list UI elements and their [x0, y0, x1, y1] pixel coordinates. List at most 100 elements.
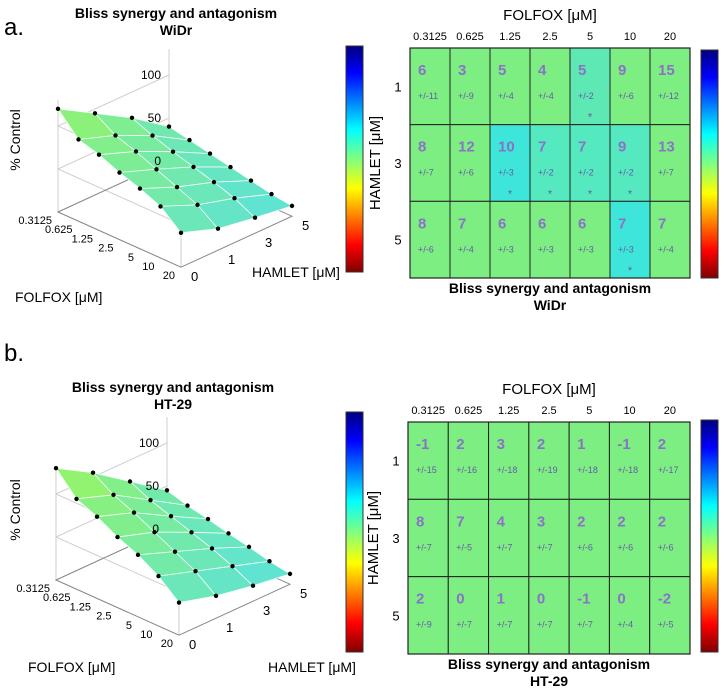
heatmap-x-axis-label: FOLFOX [μM]	[503, 7, 597, 24]
surface-data-point	[113, 133, 118, 138]
heatmap-cell-value: -1	[617, 436, 630, 453]
heatmap-cell-error: +/-15	[416, 465, 437, 475]
heatmap-y-tick: 1	[392, 454, 399, 469]
heatmap-cell-value: 4	[497, 513, 506, 530]
x-tick-label: 0.625	[45, 224, 73, 236]
heatmap-cell-value: 7	[658, 215, 666, 232]
surface-data-point	[252, 215, 258, 220]
heatmap-cell-value: 3	[497, 436, 505, 453]
heatmap-cell	[608, 421, 651, 500]
surface-data-point	[164, 488, 170, 493]
surface-data-point	[92, 111, 98, 116]
surface-data-point	[74, 496, 79, 502]
heatmap-y-axis-label: HAMLET [μM]	[367, 116, 384, 210]
heatmap-x-tick: 1.25	[499, 31, 520, 43]
heatmap-cell-error: +/-7	[456, 620, 472, 630]
surface-data-point	[185, 503, 190, 508]
surface-data-point	[168, 514, 174, 519]
heatmap-y-tick: 1	[394, 79, 401, 94]
heatmap-cell-error: +/-17	[658, 465, 679, 475]
heatmap-y-tick: 5	[392, 608, 399, 623]
heatmap-cell	[569, 124, 611, 202]
heatmap-y-tick: 3	[394, 156, 401, 171]
x-axis-label: FOLFOX [μM]	[28, 659, 115, 675]
surface-data-point	[158, 204, 163, 209]
heatmap-cell-error: +/-2	[578, 91, 594, 101]
heatmap-cell-value: -2	[658, 591, 671, 608]
heatmap-title: Bliss synergy and antagonism	[448, 656, 650, 672]
heatmap-cell-error: +/-9	[458, 91, 474, 101]
heatmap-cell-error: +/-18	[617, 465, 638, 475]
heatmap-cell-value: 7	[458, 215, 466, 232]
surface-data-point	[176, 600, 182, 605]
heatmap-cell-error: +/-4	[658, 244, 674, 254]
heatmap-cell-error: +/-4	[458, 244, 474, 254]
heatmap-cell-error: +/-12	[658, 91, 679, 101]
surface-data-point	[250, 583, 256, 588]
heatmap-cell	[409, 200, 451, 279]
surface-data-point	[111, 492, 116, 497]
heatmap-cell-error: +/-6	[658, 542, 674, 552]
panel-a-letter: a.	[4, 14, 25, 41]
heatmap-cell	[568, 576, 610, 655]
y-tick-label: 1	[228, 252, 235, 267]
surface-data-point	[215, 226, 221, 231]
heatmap-cell-error: +/-6	[458, 168, 474, 178]
heatmap-cell-value: 13	[658, 139, 675, 156]
heatmap-x-tick: 20	[664, 405, 676, 417]
heatmap-cell	[609, 200, 651, 279]
heatmap-cell	[489, 200, 531, 279]
y-tick-label: 3	[263, 603, 270, 618]
surface-data-point	[246, 544, 252, 550]
surface-data-point	[195, 202, 200, 208]
heatmap-cell	[529, 124, 571, 202]
heatmap-frame	[407, 421, 691, 655]
heatmap-y-axis-label: HAMLET [μM]	[365, 491, 382, 585]
heatmap-cell-error: +/-7	[497, 620, 513, 630]
y-tick-label: 5	[300, 586, 307, 601]
z-tick-label: 0	[154, 154, 161, 168]
y-tick-label: 3	[265, 235, 272, 250]
heatmap-cell	[529, 200, 571, 279]
surface-data-point	[76, 137, 81, 142]
heatmap-cell	[528, 576, 570, 655]
z-axis-label: % Control	[7, 109, 23, 170]
heatmap-cell-value: 4	[538, 62, 547, 79]
heatmap-significance-mark: *	[628, 188, 633, 200]
heatmap-cell-error: +/-5	[658, 620, 674, 630]
heatmap-cell-error: +/-3	[498, 244, 514, 254]
z-tick-label: 50	[148, 111, 162, 125]
surface-data-point	[150, 133, 155, 138]
heatmap-x-tick: 0.3125	[413, 31, 447, 43]
panel-b-letter: b.	[4, 340, 25, 367]
heatmap-title: Bliss synergy and antagonism	[449, 280, 651, 296]
heatmap-cell	[609, 47, 651, 126]
y-tick-label: 1	[226, 620, 233, 635]
surface-data-point	[187, 137, 192, 143]
heatmap-cell-value: 0	[537, 591, 545, 608]
z-axis-label: % Control	[7, 479, 23, 540]
heatmap-cell-error: +/-7	[577, 620, 593, 630]
heatmap-cell-value: 1	[497, 591, 505, 608]
heatmap-frame	[409, 47, 691, 279]
heatmap-x-tick: 5	[587, 31, 593, 43]
surface-data-point	[129, 115, 135, 121]
heatmap-cell-value: 0	[456, 591, 464, 608]
heatmap-cell	[447, 576, 490, 655]
heatmap-cell-value: 6	[498, 215, 506, 232]
heatmap-cell-error: +/-7	[537, 620, 553, 630]
x-tick-label: 20	[161, 638, 173, 650]
heatmap-cell-value: 10	[498, 139, 515, 156]
heatmap-cell-error: +/-4	[538, 91, 554, 101]
heatmap-cell-value: 6	[538, 215, 546, 232]
heatmap-cell	[608, 576, 651, 655]
heatmap-cell	[488, 421, 530, 500]
heatmap-cell-value: 2	[416, 591, 424, 608]
heatmap-x-tick: 2.5	[542, 31, 557, 43]
surface-data-point	[154, 167, 159, 172]
heatmap-x-tick: 10	[623, 405, 635, 417]
heatmap-cell	[609, 124, 651, 202]
heatmap-cell	[488, 576, 530, 655]
heatmap-cell-error: +/-3	[578, 244, 594, 254]
heatmap-cell	[409, 124, 451, 202]
